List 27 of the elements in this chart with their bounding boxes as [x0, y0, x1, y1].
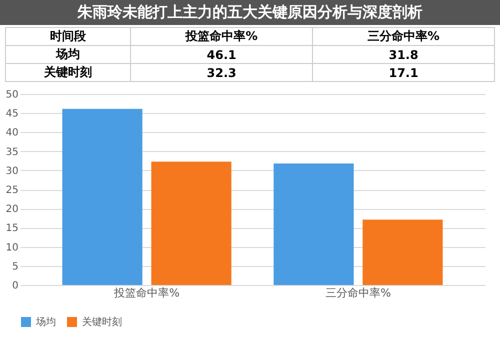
y-tick-label: 10: [6, 242, 18, 254]
y-tick-label: 30: [6, 166, 18, 177]
legend-label: 关键时刻: [82, 316, 122, 328]
y-tick-label: 25: [6, 185, 18, 196]
data-label: 46.1: [130, 46, 313, 64]
data-label: 32.3: [130, 64, 313, 82]
y-tick-label: 50: [6, 90, 18, 100]
y-tick-label: 35: [6, 146, 18, 158]
y-tick-label: 5: [12, 261, 18, 272]
y-tick-label: 40: [6, 128, 18, 139]
category-label: 投篮命中率%: [186, 29, 258, 43]
y-tick-label: 45: [6, 108, 18, 120]
chart-title: 朱雨玲未能打上主力的五大关键原因分析与深度剖析: [0, 0, 500, 25]
bar: [62, 108, 142, 285]
y-tick-label: 15: [6, 223, 18, 234]
bar: [151, 162, 232, 285]
bar: [274, 164, 354, 285]
text: 场均: [56, 47, 80, 61]
legend-label: 场均: [35, 316, 56, 328]
text: 关键时刻: [44, 65, 92, 79]
y-tick-label: 0: [12, 280, 18, 292]
bar: [362, 220, 443, 285]
y-tick-label: 20: [6, 204, 18, 216]
text: 时间段: [6, 28, 131, 46]
data-label: 17.1: [312, 64, 494, 82]
data-label: 31.8: [312, 46, 494, 64]
category-label: 三分命中率%: [368, 29, 440, 43]
